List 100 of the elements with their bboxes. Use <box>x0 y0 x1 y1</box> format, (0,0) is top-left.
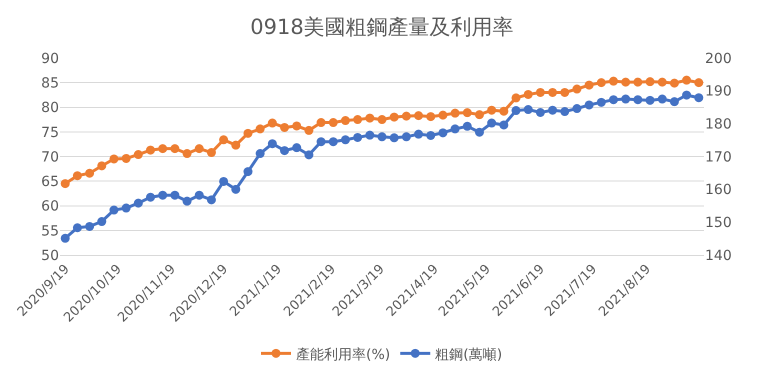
point <box>608 95 618 104</box>
point <box>158 190 168 200</box>
point <box>426 130 436 140</box>
point <box>414 130 424 139</box>
point <box>304 126 314 135</box>
point <box>316 118 326 128</box>
y2-tick-label: 160 <box>705 182 732 198</box>
point <box>402 112 411 121</box>
point <box>304 150 314 160</box>
point <box>206 195 216 204</box>
point <box>658 78 667 87</box>
point <box>512 106 521 116</box>
point <box>60 179 70 188</box>
point <box>426 112 436 122</box>
point <box>194 190 204 200</box>
point <box>462 108 472 118</box>
point <box>621 94 630 104</box>
point <box>658 94 667 104</box>
point <box>365 130 374 140</box>
point <box>572 104 582 114</box>
y2-tick-label: 140 <box>705 248 732 264</box>
point <box>292 121 302 130</box>
point <box>499 120 508 130</box>
point <box>122 154 131 163</box>
point <box>462 122 472 131</box>
point <box>682 90 692 100</box>
point <box>536 108 545 117</box>
chart-title: 0918美國粗鋼產量及利用率 <box>250 14 514 39</box>
point <box>572 84 582 94</box>
point <box>280 122 290 132</box>
point <box>487 118 496 128</box>
point <box>524 105 533 114</box>
point <box>109 206 118 215</box>
y2-tick-label: 180 <box>705 116 732 133</box>
point <box>182 149 192 158</box>
point <box>206 148 216 158</box>
point <box>158 144 168 154</box>
point <box>182 196 192 206</box>
y2-tick-label: 170 <box>705 149 732 166</box>
point <box>694 78 704 88</box>
point <box>450 124 460 134</box>
point <box>97 161 106 170</box>
y2-tick-label: 150 <box>705 215 732 232</box>
point <box>499 106 508 116</box>
point <box>97 217 106 226</box>
point <box>256 149 265 158</box>
point <box>292 143 302 152</box>
point <box>548 106 558 115</box>
point <box>134 198 143 208</box>
point <box>60 234 70 243</box>
point <box>353 132 362 142</box>
point <box>438 110 448 120</box>
point <box>402 132 411 142</box>
point <box>231 184 240 194</box>
point <box>146 192 156 202</box>
point <box>340 135 350 144</box>
point <box>256 124 265 134</box>
point <box>72 223 82 232</box>
point <box>231 140 240 150</box>
point <box>548 88 558 97</box>
y-tick-label: 90 <box>41 50 59 67</box>
y2-tick-label: 190 <box>705 84 732 100</box>
y-tick-label: 85 <box>41 76 59 92</box>
point <box>474 128 484 137</box>
point <box>694 93 704 102</box>
point <box>122 204 131 213</box>
point <box>646 96 655 105</box>
y-tick-label: 80 <box>41 100 59 116</box>
point <box>584 80 594 90</box>
point <box>109 154 118 164</box>
point <box>365 114 374 123</box>
point <box>378 115 386 124</box>
y-tick-label: 65 <box>41 174 59 190</box>
point <box>646 77 655 86</box>
y2-tick-label: 200 <box>705 50 732 67</box>
point <box>170 144 180 154</box>
point <box>280 146 290 156</box>
point <box>524 90 533 99</box>
point <box>328 137 338 146</box>
point <box>536 88 545 97</box>
y-tick-label: 55 <box>41 223 59 240</box>
point <box>390 133 399 142</box>
point <box>670 78 679 88</box>
point <box>414 111 424 120</box>
point <box>596 98 606 107</box>
point <box>85 168 94 178</box>
legend-label: 粗鋼(萬噸) <box>435 346 502 363</box>
point <box>316 137 326 146</box>
y-tick-label: 50 <box>41 248 59 264</box>
point <box>134 150 143 160</box>
point <box>633 95 642 104</box>
point <box>170 190 180 200</box>
point <box>633 78 642 87</box>
point <box>72 171 82 180</box>
point <box>584 100 594 110</box>
point <box>328 118 338 128</box>
point <box>243 167 252 176</box>
point <box>438 128 448 138</box>
point <box>474 110 484 120</box>
point <box>268 139 277 148</box>
